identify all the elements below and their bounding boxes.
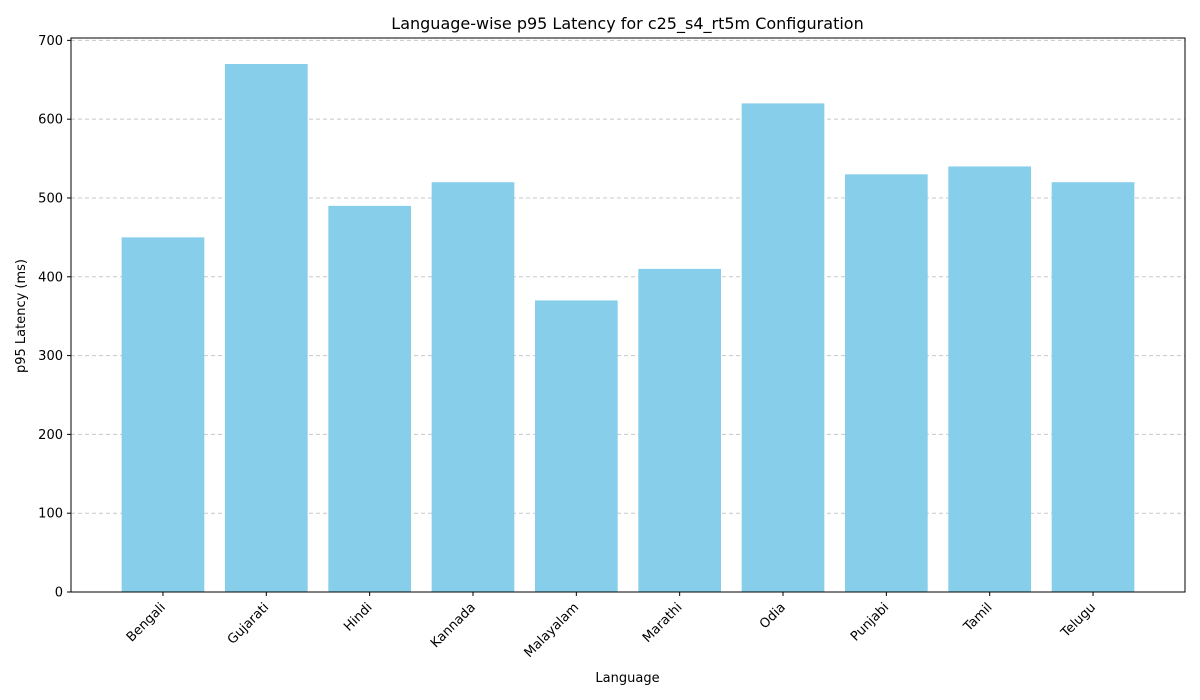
x-tick-label: Telugu: [1058, 600, 1099, 641]
y-tick-label: 500: [38, 191, 63, 206]
x-tick-label: Hindi: [341, 600, 375, 634]
bar-telugu: [1051, 182, 1135, 592]
y-tick-label: 300: [38, 349, 63, 364]
x-tick-label: Odia: [757, 600, 789, 632]
y-tick-label: 700: [38, 34, 63, 49]
x-axis-title: Language: [595, 671, 659, 686]
x-tick-label: Kannada: [428, 600, 479, 651]
y-tick-label: 0: [55, 586, 63, 601]
x-tick-label: Malayalam: [522, 600, 583, 661]
bar-punjabi: [845, 174, 928, 592]
bar-odia: [741, 103, 825, 592]
plot-frame: [70, 37, 1186, 593]
axes: [70, 37, 1186, 593]
y-tick-label: 200: [38, 428, 63, 443]
x-tick-label: Gujarati: [225, 600, 272, 647]
bar-marathi: [638, 268, 722, 592]
x-tick-label: Tamil: [960, 600, 995, 635]
y-ticks: 0 100 200 300 400 500 600 700: [38, 34, 71, 601]
bar-malayalam: [534, 300, 618, 592]
y-axis-title: p95 Latency (ms): [14, 259, 29, 373]
bar-hindi: [328, 205, 411, 592]
bar-tamil: [948, 166, 1032, 593]
x-tick-label: Bengali: [124, 600, 169, 645]
y-tick-label: 600: [38, 113, 63, 128]
x-tick-label: Punjabi: [848, 600, 892, 644]
y-tick-label: 400: [38, 270, 63, 285]
x-tick-label: Marathi: [640, 600, 686, 646]
bar-gujarati: [224, 64, 308, 593]
bars: [121, 64, 1135, 593]
y-tick-label: 100: [38, 507, 63, 522]
chart-title: Language-wise p95 Latency for c25_s4_rt5…: [391, 14, 863, 34]
x-ticks: Bengali Gujarati Hindi Kannada Malayalam Mara…: [124, 592, 1099, 661]
bar-kannada: [431, 182, 515, 592]
bar-bengali: [121, 237, 205, 592]
